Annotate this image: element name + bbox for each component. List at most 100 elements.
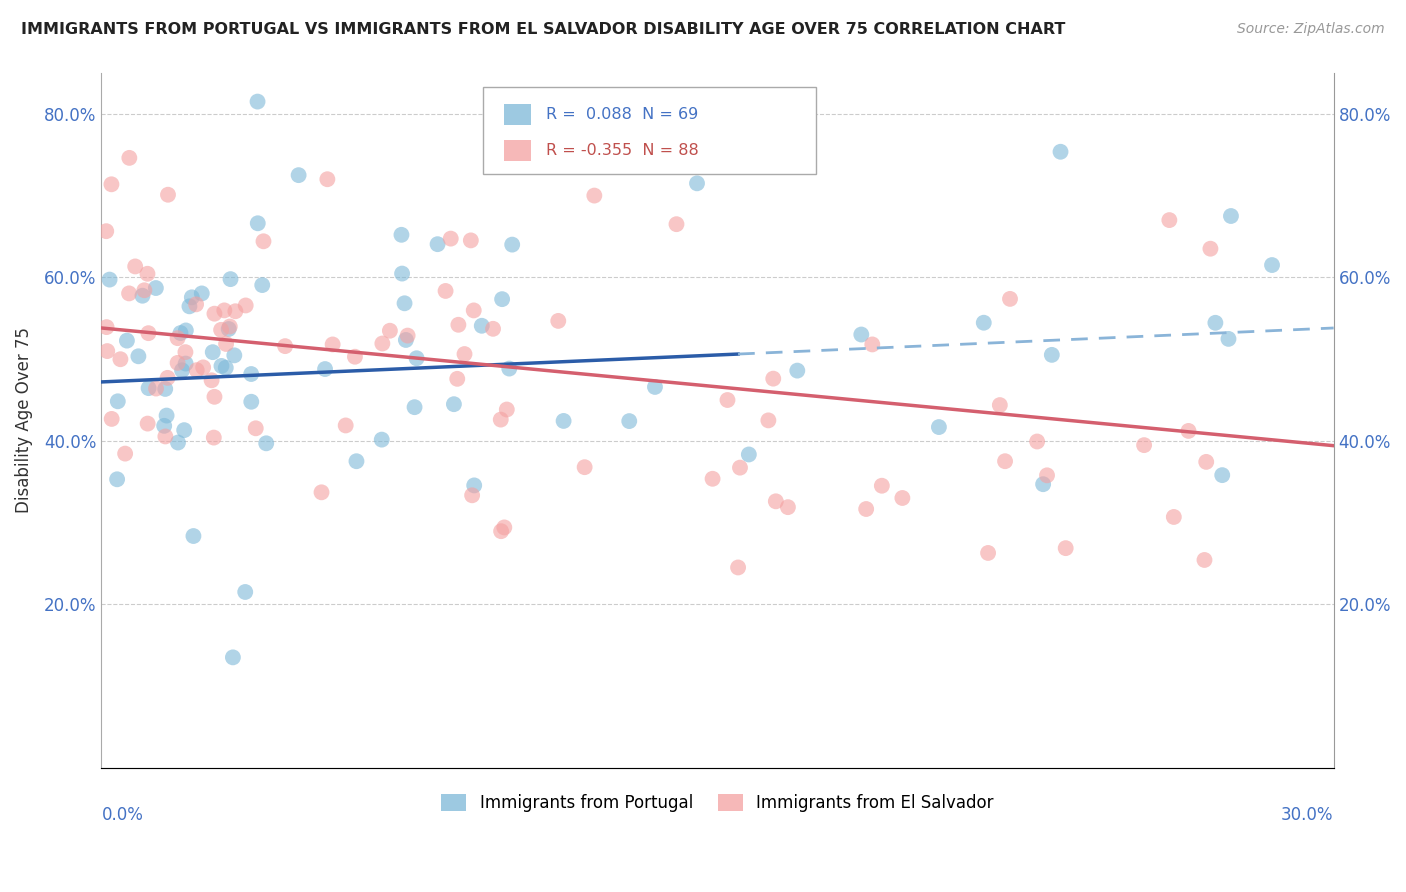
Point xyxy=(1204,316,1226,330)
Point xyxy=(1026,434,1049,449)
FancyBboxPatch shape xyxy=(484,87,815,174)
Point xyxy=(463,478,485,492)
Point xyxy=(453,347,475,361)
Point xyxy=(156,187,179,202)
Point xyxy=(702,472,724,486)
Point xyxy=(145,281,167,295)
Point xyxy=(547,314,569,328)
Point xyxy=(98,272,121,286)
Point xyxy=(155,429,177,443)
Point xyxy=(211,359,233,373)
Point xyxy=(446,372,468,386)
Point xyxy=(391,227,413,242)
Point xyxy=(127,349,149,363)
Point xyxy=(1220,209,1243,223)
Point xyxy=(395,333,418,347)
Point xyxy=(174,345,197,359)
Point xyxy=(1032,477,1054,491)
Point xyxy=(246,95,269,109)
Point xyxy=(156,371,179,385)
Point xyxy=(346,454,368,468)
Point xyxy=(1159,213,1181,227)
Point xyxy=(1054,541,1077,556)
Point xyxy=(134,283,156,297)
Point xyxy=(166,356,188,370)
Point xyxy=(928,420,950,434)
Point xyxy=(100,412,122,426)
Point xyxy=(1163,510,1185,524)
Point xyxy=(173,423,195,437)
Point xyxy=(219,272,242,286)
Legend: Immigrants from Portugal, Immigrants from El Salvador: Immigrants from Portugal, Immigrants fro… xyxy=(434,787,1001,819)
Point xyxy=(246,216,269,230)
Point xyxy=(998,292,1021,306)
Point xyxy=(335,418,357,433)
Point xyxy=(501,237,523,252)
Point xyxy=(184,297,207,311)
Point xyxy=(115,334,138,348)
Point xyxy=(461,488,484,502)
Point xyxy=(489,412,512,426)
Point xyxy=(786,363,808,377)
Point xyxy=(105,472,128,486)
Point xyxy=(371,336,394,351)
Point xyxy=(240,367,263,381)
Point xyxy=(1040,348,1063,362)
Point xyxy=(716,392,738,407)
FancyBboxPatch shape xyxy=(505,140,531,161)
Point xyxy=(166,331,188,345)
Point xyxy=(977,546,1000,560)
Point xyxy=(727,560,749,574)
Point xyxy=(118,286,141,301)
Point xyxy=(728,460,751,475)
Point xyxy=(186,363,208,377)
Point xyxy=(174,357,197,371)
Point xyxy=(136,267,159,281)
Point xyxy=(371,433,394,447)
Point xyxy=(224,304,246,318)
Point xyxy=(553,414,575,428)
Point xyxy=(482,322,505,336)
Point xyxy=(314,362,336,376)
Point xyxy=(274,339,297,353)
Point xyxy=(204,307,226,321)
Point xyxy=(988,398,1011,412)
Point xyxy=(994,454,1017,468)
Text: IMMIGRANTS FROM PORTUGAL VS IMMIGRANTS FROM EL SALVADOR DISABILITY AGE OVER 75 C: IMMIGRANTS FROM PORTUGAL VS IMMIGRANTS F… xyxy=(21,22,1066,37)
Point xyxy=(765,494,787,508)
Point xyxy=(1177,424,1199,438)
Point xyxy=(224,348,246,362)
Point xyxy=(202,431,225,445)
Point xyxy=(153,418,176,433)
Point xyxy=(460,233,482,247)
Point xyxy=(489,524,512,539)
Point xyxy=(1211,468,1233,483)
Point xyxy=(343,350,366,364)
Point xyxy=(138,326,160,341)
Point xyxy=(215,360,238,375)
Point xyxy=(240,394,263,409)
Point xyxy=(860,337,883,351)
Point xyxy=(215,337,238,351)
Point xyxy=(167,435,190,450)
Point xyxy=(495,402,517,417)
Point xyxy=(209,323,232,337)
Point xyxy=(1261,258,1284,272)
Point xyxy=(204,390,226,404)
Point xyxy=(252,278,274,293)
Point xyxy=(434,284,457,298)
Point xyxy=(686,177,709,191)
Point xyxy=(498,361,520,376)
Point xyxy=(574,460,596,475)
Point xyxy=(174,323,197,337)
Point xyxy=(463,303,485,318)
Point xyxy=(440,232,463,246)
Text: 30.0%: 30.0% xyxy=(1281,805,1334,824)
Point xyxy=(311,485,333,500)
Point xyxy=(100,178,122,192)
Point xyxy=(1194,553,1216,567)
Point xyxy=(316,172,339,186)
Point xyxy=(110,352,132,367)
Point xyxy=(776,500,799,515)
Point xyxy=(200,373,222,387)
